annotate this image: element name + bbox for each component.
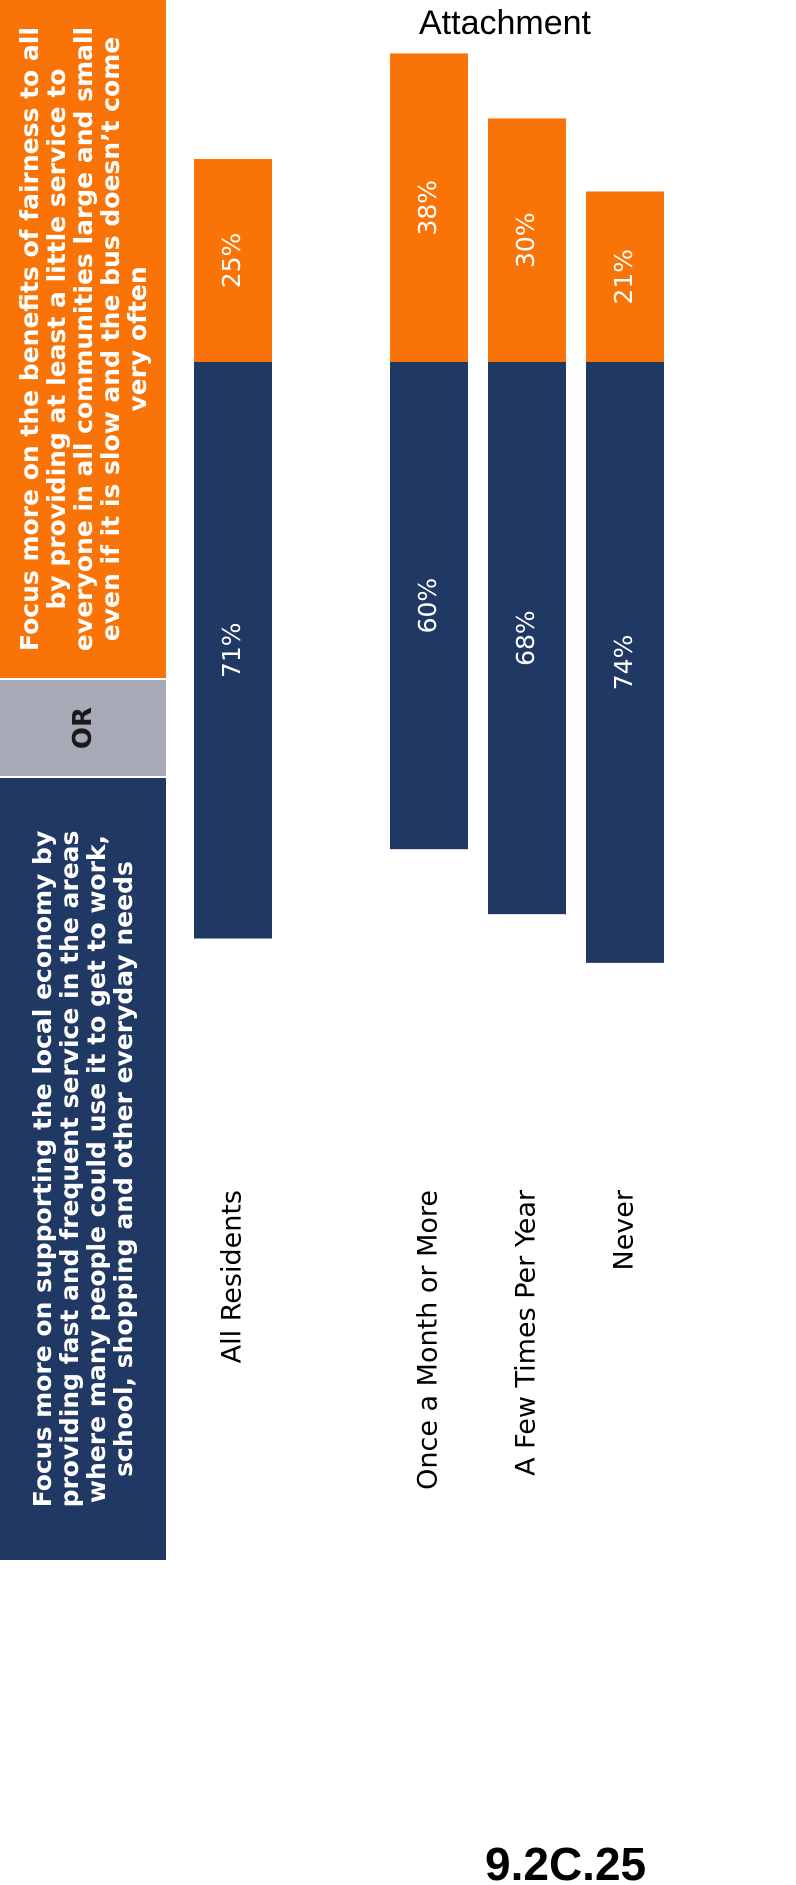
bar bbox=[488, 362, 566, 915]
chart-title: Attachment bbox=[419, 4, 592, 42]
data-label: 38% bbox=[413, 180, 442, 236]
data-label: 68% bbox=[511, 610, 540, 666]
separator-box: OR bbox=[0, 680, 166, 776]
data-label: 21% bbox=[609, 249, 638, 305]
bar bbox=[390, 53, 468, 362]
data-label: 74% bbox=[609, 635, 638, 691]
category-label: All Residents bbox=[217, 1190, 248, 1363]
bar bbox=[586, 191, 664, 362]
category-label: Never bbox=[609, 1189, 640, 1270]
bar bbox=[194, 159, 272, 362]
footnote: 9.2C.25 bbox=[485, 1838, 646, 1885]
category-label: Once a Month or More bbox=[413, 1190, 444, 1490]
bar bbox=[586, 362, 664, 963]
legend-box: Focus more on the benefits of fairness t… bbox=[0, 0, 166, 678]
data-label: 60% bbox=[413, 578, 442, 634]
bar bbox=[194, 362, 272, 939]
bar bbox=[390, 362, 468, 850]
data-label: 71% bbox=[217, 622, 246, 678]
data-label: 30% bbox=[511, 212, 540, 268]
data-label: 25% bbox=[217, 233, 246, 289]
legend-box: Focus more on supporting the local econo… bbox=[0, 778, 166, 1560]
bar bbox=[488, 118, 566, 363]
category-label: A Few Times Per Year bbox=[511, 1189, 542, 1476]
